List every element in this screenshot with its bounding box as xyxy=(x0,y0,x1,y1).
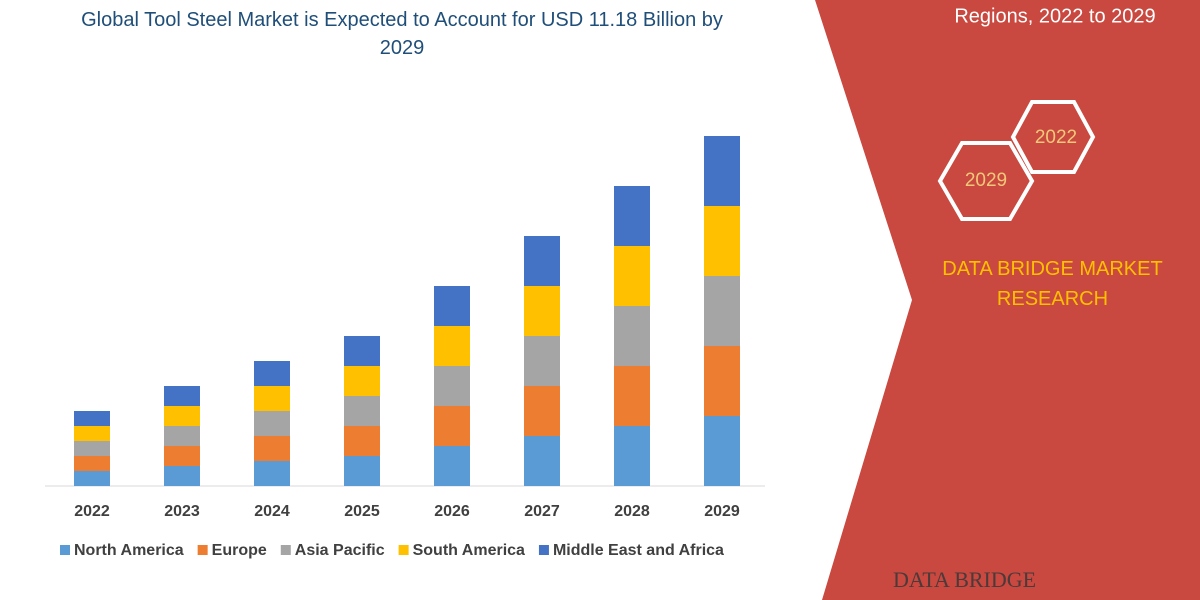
legend-label: North America xyxy=(74,542,184,559)
brand: DATA BRIDGE MARKET RESEARCH xyxy=(942,258,1163,310)
bar-segment xyxy=(704,276,740,346)
bar-segment xyxy=(344,366,380,396)
x-tick-label: 2028 xyxy=(614,503,650,520)
bar-segment xyxy=(164,406,200,426)
legend-swatch xyxy=(280,545,291,555)
bar-segment xyxy=(614,306,650,366)
bar-segment xyxy=(254,411,290,436)
bar-segment xyxy=(344,396,380,426)
bar-segment xyxy=(614,186,650,246)
bar-segment xyxy=(704,136,740,206)
bar-segment xyxy=(254,386,290,411)
bar-segment xyxy=(524,236,560,286)
x-tick-label: 2027 xyxy=(524,503,560,520)
x-tick-label: 2029 xyxy=(704,503,740,520)
legend-label: Europe xyxy=(212,542,267,559)
legend-swatch xyxy=(538,545,549,555)
bar-segment xyxy=(614,366,650,426)
side-panel xyxy=(815,0,1200,600)
bar-segment xyxy=(254,361,290,386)
hexagon xyxy=(1010,100,1096,174)
bar-segment xyxy=(524,336,560,386)
x-tick-label: 2025 xyxy=(344,503,380,520)
bar-segment xyxy=(434,366,470,406)
hex-label: 2022 xyxy=(1035,127,1077,148)
legend-label: Middle East and Africa xyxy=(553,542,724,559)
panel-heading: Regions, 2022 to 2029 xyxy=(954,5,1155,27)
bar-segment xyxy=(434,326,470,366)
bar-segment xyxy=(524,386,560,436)
bar-segment xyxy=(74,471,110,486)
bar-segment xyxy=(614,246,650,306)
bar-segment xyxy=(254,436,290,461)
bar-segment xyxy=(524,436,560,486)
bar-segment xyxy=(704,206,740,276)
bar-segment xyxy=(74,456,110,471)
bar-segment xyxy=(74,441,110,456)
bar-segment xyxy=(434,406,470,446)
bar-segment xyxy=(164,386,200,406)
x-tick-label: 2026 xyxy=(434,503,470,520)
bar-segment xyxy=(74,411,110,426)
legend-swatch xyxy=(197,545,208,555)
logo-text: DATA BRIDGE xyxy=(893,567,1036,592)
bar-segment xyxy=(344,426,380,456)
hexagon xyxy=(937,141,1035,221)
bar-segment xyxy=(614,426,650,486)
bar-segment xyxy=(704,416,740,486)
legend-label: Asia Pacific xyxy=(295,542,385,559)
x-tick-label: 2024 xyxy=(254,503,290,520)
x-tick-label: 2022 xyxy=(74,503,110,520)
bar-segment xyxy=(524,286,560,336)
legend-swatch xyxy=(60,545,70,555)
bar-segment xyxy=(344,336,380,366)
bar-segment xyxy=(254,461,290,486)
bar-segment xyxy=(704,346,740,416)
bar-segment xyxy=(74,426,110,441)
x-tick-label: 2023 xyxy=(164,503,200,520)
legend-label: South America xyxy=(413,542,525,559)
bar-segment xyxy=(434,446,470,486)
bar-segment xyxy=(164,426,200,446)
bar-segment xyxy=(164,446,200,466)
bar-segment xyxy=(344,456,380,486)
bar-segment xyxy=(164,466,200,486)
chart-title: Global Tool Steel Market is Expected to … xyxy=(81,9,723,59)
bar-segment xyxy=(434,286,470,326)
legend-swatch xyxy=(398,545,409,555)
hex-label: 2029 xyxy=(965,170,1007,191)
